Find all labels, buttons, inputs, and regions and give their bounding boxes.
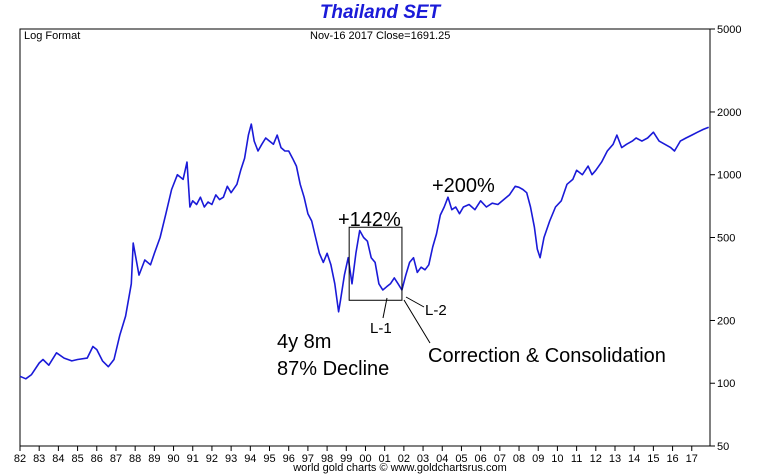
pointer-low-2: [405, 296, 425, 308]
x-tick-label: 02: [398, 453, 410, 465]
y-tick-label: 5000: [717, 24, 741, 36]
y-tick-label: 200: [717, 315, 735, 327]
x-axis: 82 83 84 85 86 87 88 89 90 91 92 93 94 95 96 97 98 99 00 01…: [14, 446, 698, 465]
y-tick-label: 50: [717, 441, 729, 453]
series-layer: [19, 123, 710, 380]
x-tick-label: 01: [379, 453, 391, 465]
chart-title: Thailand SET: [319, 2, 441, 23]
x-tick-label: 15: [647, 453, 659, 465]
last-quote-readout: Nov-16 2017 Close=1691.25: [310, 30, 450, 42]
x-tick-label: 82: [14, 453, 26, 465]
x-tick-label: 93: [225, 453, 237, 465]
annotation-gain-1: +142%: [338, 209, 401, 231]
x-tick-label: 10: [551, 453, 563, 465]
x-tick-label: 86: [91, 453, 103, 465]
plot-frame: [19, 28, 711, 447]
x-tick-label: 16: [666, 453, 678, 465]
series-line-1: [19, 123, 710, 380]
x-tick-label: 04: [436, 453, 448, 465]
x-tick-label: 03: [417, 453, 429, 465]
x-tick-label: 87: [110, 453, 122, 465]
x-tick-label: 94: [244, 453, 256, 465]
x-tick-label: 96: [283, 453, 295, 465]
x-tick-label: 08: [513, 453, 525, 465]
x-tick-label: 88: [129, 453, 141, 465]
chart-credit: world gold charts © www.goldchartsrus.co…: [292, 462, 507, 474]
annotation-decline: 87% Decline: [277, 358, 389, 380]
x-tick-label: 97: [302, 453, 314, 465]
x-tick-label: 12: [590, 453, 602, 465]
x-tick-label: 90: [167, 453, 179, 465]
x-tick-label: 91: [187, 453, 199, 465]
x-tick-label: 98: [321, 453, 333, 465]
y-tick-label: 500: [717, 233, 735, 245]
annotation-duration: 4y 8m: [277, 331, 331, 353]
y-tick-label: 100: [717, 378, 735, 390]
x-tick-label: 14: [628, 453, 640, 465]
x-tick-label: 05: [455, 453, 467, 465]
pointer-low-1: [382, 297, 388, 319]
x-tick-label: 84: [52, 453, 64, 465]
annotation-phase: Correction & Consolidation: [428, 345, 666, 367]
x-tick-label: 06: [475, 453, 487, 465]
box-layer: [348, 226, 403, 301]
scale-label: Log Format: [24, 30, 80, 42]
annotation-gain-2: +200%: [432, 175, 495, 197]
x-tick-label: 00: [359, 453, 371, 465]
x-tick-label: 13: [609, 453, 621, 465]
y-tick-label: 2000: [717, 107, 741, 119]
x-tick-label: 83: [33, 453, 45, 465]
y-axis: 50 100 200 500 1000 2000 5000: [710, 24, 741, 453]
annotation-low-1: L-1: [370, 320, 392, 337]
x-tick-label: 07: [494, 453, 506, 465]
x-tick-label: 92: [206, 453, 218, 465]
x-tick-label: 99: [340, 453, 352, 465]
y-tick-label: 1000: [717, 170, 741, 182]
x-tick-label: 11: [571, 453, 582, 465]
x-tick-label: 09: [532, 453, 544, 465]
x-tick-label: 85: [71, 453, 83, 465]
x-tick-label: 89: [148, 453, 160, 465]
x-tick-label: 95: [263, 453, 275, 465]
annotation-low-2: L-2: [425, 302, 447, 319]
x-tick-label: 17: [686, 453, 698, 465]
consolidation-box: [348, 226, 403, 301]
pointer-phase: [403, 299, 431, 344]
